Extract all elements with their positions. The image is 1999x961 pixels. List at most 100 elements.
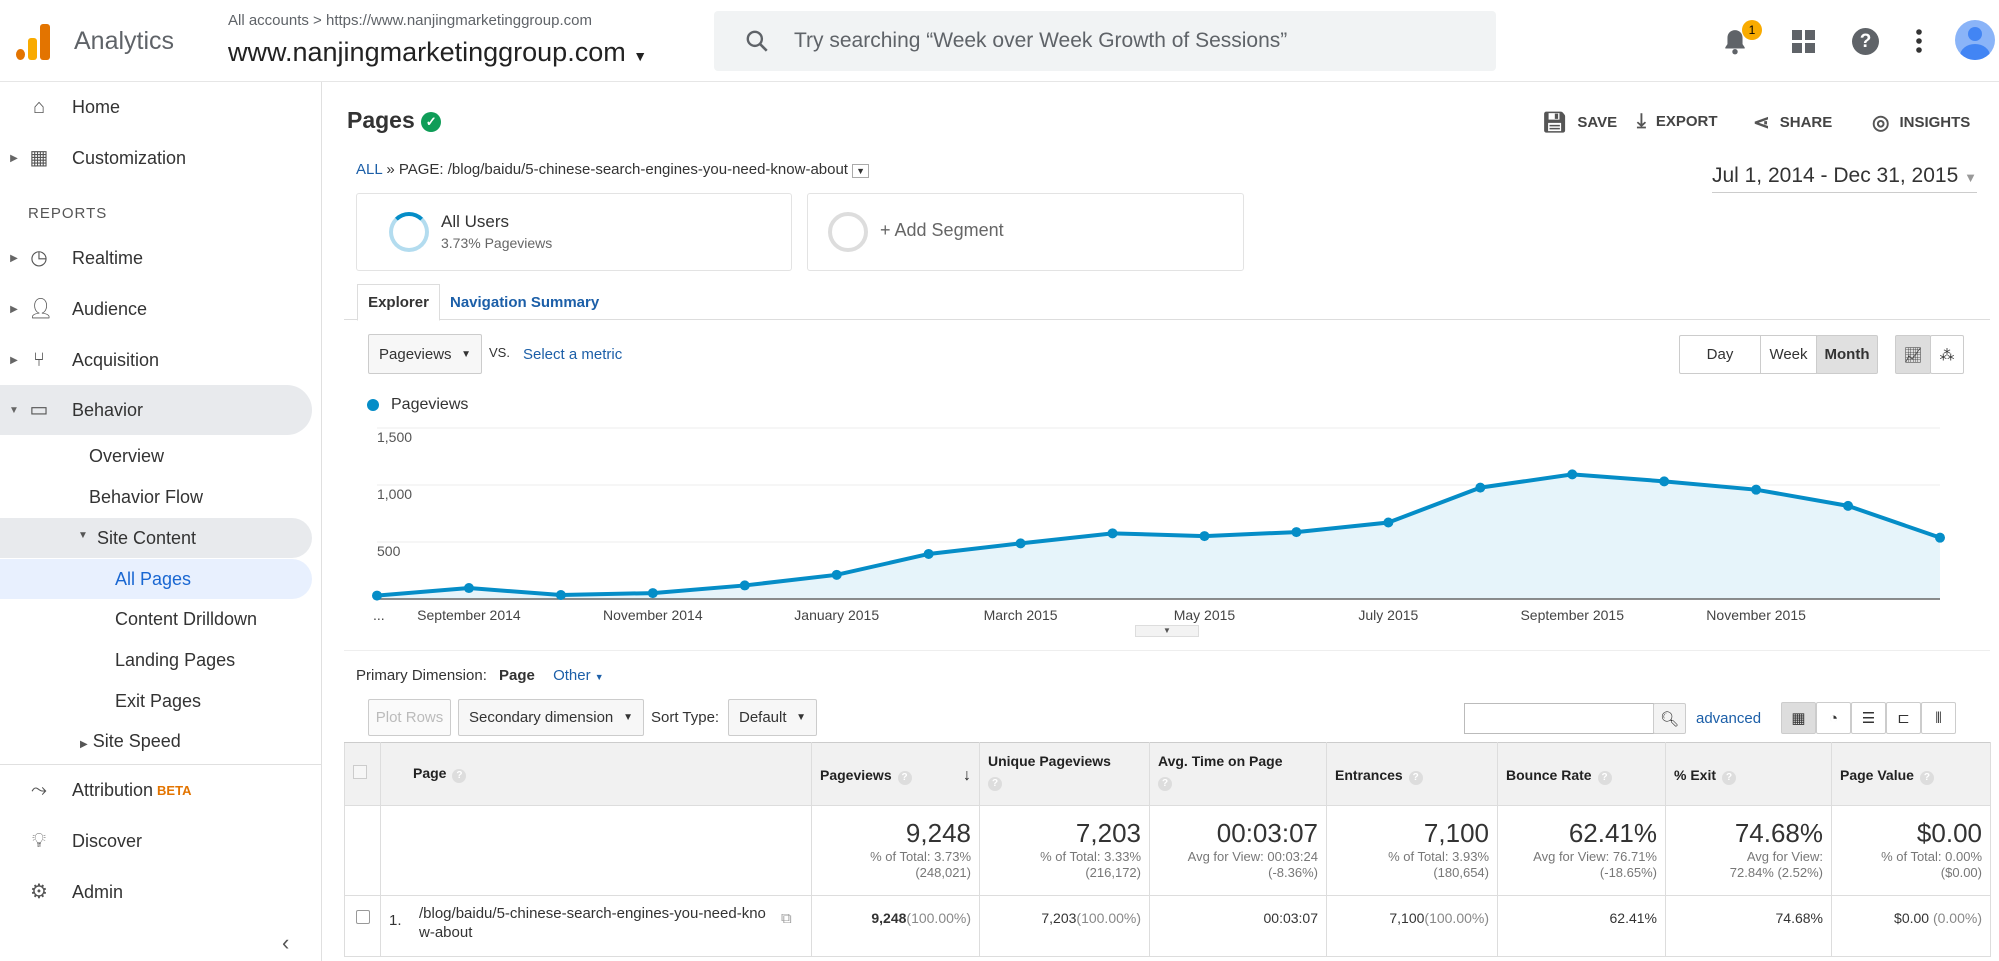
property-selector[interactable]: www.nanjingmarketinggroup.com ▼ xyxy=(228,36,647,72)
cell-value: $0.00 (0.00%) xyxy=(1831,895,1991,957)
sidebar-item-content-drilldown[interactable]: Content Drilldown xyxy=(115,609,258,629)
sidebar-item-landing-pages[interactable]: Landing Pages xyxy=(115,650,236,670)
performance-view-icon[interactable]: ☰ xyxy=(1851,702,1886,734)
pie-view-icon[interactable]: ◔ xyxy=(1816,702,1851,734)
save-icon: 💾︎ xyxy=(1542,112,1568,134)
col-unique-pageviews[interactable]: Unique Pageviews? xyxy=(979,742,1150,806)
data-point xyxy=(555,590,566,601)
motion-chart-button[interactable]: ⁂ xyxy=(1930,335,1964,374)
tab-explorer[interactable]: Explorer xyxy=(357,284,440,321)
person-icon: 👤︎ xyxy=(28,298,54,320)
series-line xyxy=(376,472,1941,598)
table-search-input[interactable] xyxy=(1464,703,1654,734)
month-button[interactable]: Month xyxy=(1816,335,1878,374)
row-page-cell: 1. /blog/baidu/5-chinese-search-engines-y… xyxy=(380,895,812,957)
x-tick-label: September 2014 xyxy=(417,607,521,623)
x-tick-label: November 2014 xyxy=(603,607,703,623)
line-chart-button[interactable]: 📈︎ xyxy=(1895,335,1931,374)
date-range-picker[interactable]: Jul 1, 2014 - Dec 31, 2015 ▼ xyxy=(1711,164,1977,193)
collapse-arrow-icon: ▼ xyxy=(78,530,88,541)
metric-dropdown[interactable]: Pageviews ▼ xyxy=(368,334,482,374)
table-search-button[interactable]: 🔍︎ xyxy=(1653,703,1686,734)
sidebar-item-home[interactable]: ⌂ Home xyxy=(0,87,312,127)
more-vert-icon[interactable] xyxy=(1914,28,1924,54)
sidebar-item-customization[interactable]: ▶ ▦ Customization xyxy=(0,138,312,178)
dropdown-caret-icon[interactable]: ▼ xyxy=(852,164,870,178)
search-icon: 🔍︎ xyxy=(1659,710,1680,728)
breadcrumb-all[interactable]: ALL xyxy=(356,161,383,178)
share-icon: ⋖ xyxy=(1753,112,1770,134)
data-point xyxy=(923,548,934,559)
sidebar-item-overview[interactable]: Overview xyxy=(89,446,165,466)
cell-bounce: 62.41% xyxy=(1497,895,1666,957)
avatar[interactable] xyxy=(1955,20,1995,60)
day-button[interactable]: Day xyxy=(1679,335,1761,374)
secondary-dimension-dropdown[interactable]: Secondary dimension ▼ xyxy=(458,699,644,736)
tab-navigation-summary[interactable]: Navigation Summary xyxy=(450,294,600,311)
x-tick-label: September 2015 xyxy=(1520,607,1624,623)
sort-type-dropdown[interactable]: Default ▼ xyxy=(728,699,817,736)
sidebar-item-behavior[interactable]: ▼ ▭ Behavior xyxy=(0,385,312,435)
home-icon: ⌂ xyxy=(32,96,46,118)
row-checkbox[interactable] xyxy=(344,895,381,957)
pivot-view-icon[interactable]: ⦀ xyxy=(1921,702,1956,734)
total-cell: 00:03:07 Avg for View: 00:03:24 (-8.36%) xyxy=(1149,805,1327,896)
col-pageviews[interactable]: Pageviews? ↓ xyxy=(811,742,980,806)
segment-ring-icon xyxy=(389,212,429,252)
data-point xyxy=(1935,532,1945,543)
select-all-checkbox[interactable] xyxy=(344,742,381,806)
table-view-icon[interactable]: ▦ xyxy=(1781,702,1816,734)
behavior-icon: ▭ xyxy=(29,399,49,421)
data-point xyxy=(1843,500,1854,511)
share-button[interactable]: ⋖ SHARE xyxy=(1753,112,1833,134)
open-external-icon[interactable]: ⧉ xyxy=(781,910,792,927)
col-avg-time[interactable]: Avg. Time on Page? xyxy=(1149,742,1327,806)
sidebar-item-site-speed[interactable]: ▶ Site Speed xyxy=(80,731,181,752)
divider xyxy=(344,650,1990,651)
search-bar[interactable]: Try searching “Week over Week Growth of … xyxy=(714,11,1496,71)
label: Site Speed xyxy=(92,731,181,751)
sidebar-item-acquisition[interactable]: ▶ ⑂ Acquisition xyxy=(0,340,312,380)
sidebar-item-admin[interactable]: ⚙ Admin xyxy=(0,872,312,912)
empty-ring-icon xyxy=(828,212,868,252)
segment-all-users[interactable]: All Users 3.73% Pageviews xyxy=(356,193,792,271)
primary-dimension: Primary Dimension: Page Other ▼ xyxy=(356,667,604,684)
sidebar-item-behavior-flow[interactable]: Behavior Flow xyxy=(89,487,204,507)
dimension-other[interactable]: Other ▼ xyxy=(553,667,604,684)
col-page[interactable]: Page? xyxy=(380,742,812,806)
sidebar-item-site-content[interactable]: ▼ Site Content xyxy=(0,518,312,558)
plot-rows-button[interactable]: Plot Rows xyxy=(368,699,451,736)
collapse-sidebar-icon[interactable]: ‹ xyxy=(282,930,290,955)
col-bounce-rate[interactable]: Bounce Rate? xyxy=(1497,742,1666,806)
all-accounts-link[interactable]: All accounts xyxy=(228,12,309,29)
account-breadcrumb[interactable]: All accounts > https://www.nanjingmarket… xyxy=(228,12,592,29)
totals-row: 9,248% of Total: 3.73% (248,021) 7,203% of… xyxy=(344,805,1991,896)
week-button[interactable]: Week xyxy=(1760,335,1817,374)
comparison-view-icon[interactable]: ⊏ xyxy=(1886,702,1921,734)
dimension-page[interactable]: Page xyxy=(499,667,535,684)
add-segment-button[interactable]: + Add Segment xyxy=(807,193,1244,271)
label: Behavior xyxy=(72,399,144,420)
sidebar-item-exit-pages[interactable]: Exit Pages xyxy=(115,691,202,711)
select-metric-link[interactable]: Select a metric xyxy=(523,346,623,363)
download-icon: ⤓ xyxy=(1637,110,1646,132)
advanced-filter-link[interactable]: advanced xyxy=(1696,710,1762,727)
save-button[interactable]: 💾︎ SAVE xyxy=(1542,112,1618,134)
help-icon[interactable]: ? xyxy=(1852,28,1879,55)
col-page-value[interactable]: Page Value? xyxy=(1831,742,1991,806)
y-tick-label: 500 xyxy=(377,543,401,559)
sidebar-item-realtime[interactable]: ▶ ◷ Realtime xyxy=(0,238,312,278)
sidebar-item-attribution[interactable]: ⤳ Attribution BETA xyxy=(0,770,312,810)
sidebar-item-discover[interactable]: 💡︎ Discover xyxy=(0,821,312,861)
col-exit[interactable]: % Exit? xyxy=(1665,742,1832,806)
export-button[interactable]: ⤓ EXPORT xyxy=(1637,110,1718,132)
col-entrances[interactable]: Entrances? xyxy=(1326,742,1498,806)
notifications-button[interactable]: 1 xyxy=(1722,20,1766,60)
legend-label: Pageviews xyxy=(391,396,469,413)
chart-resize-handle[interactable]: ▼ xyxy=(1135,625,1199,637)
sidebar-item-all-pages[interactable]: All Pages xyxy=(0,559,312,599)
page-link[interactable]: /blog/baidu/5-chinese-search-engines-you… xyxy=(419,905,766,941)
insights-button[interactable]: ◎ INSIGHTS xyxy=(1872,112,1971,134)
sidebar-item-audience[interactable]: ▶ 👤︎ Audience xyxy=(0,289,312,329)
apps-grid-icon[interactable] xyxy=(1792,30,1816,54)
